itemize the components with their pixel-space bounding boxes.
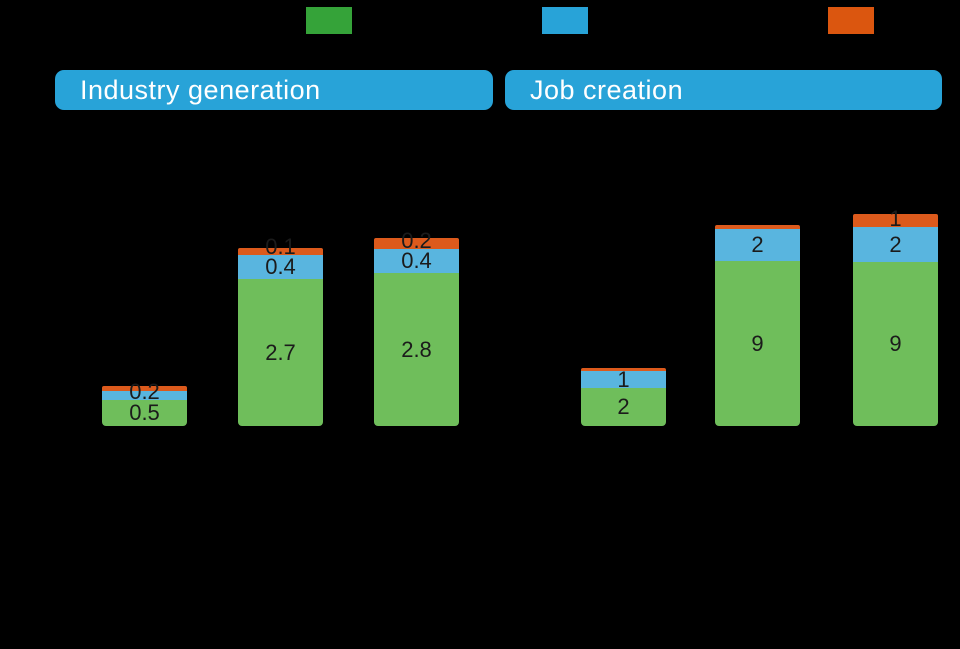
segment-green: 2.8	[374, 273, 459, 426]
panel-header-job-creation: Job creation	[505, 70, 942, 110]
segment-value-label: 0.4	[265, 254, 296, 279]
segment-value-label: 0.4	[401, 248, 432, 273]
segment-orange: 0.1	[238, 236, 323, 258]
segment-orange: 0.2	[374, 230, 459, 252]
segment-blue: 2	[853, 227, 938, 262]
panel-header-industry-generation: Industry generation	[55, 70, 493, 110]
segment-blue: 0.4	[238, 255, 323, 279]
segment-value-label: 9	[889, 331, 902, 356]
segment-value-label: 2.7	[265, 339, 296, 365]
segment-value-label: 2	[751, 232, 764, 257]
stacked-bar: 0.1 0.4 2.7	[238, 236, 323, 426]
segment-orange	[102, 386, 187, 391]
segment-value-label: 9	[751, 330, 764, 356]
segment-value-label: 2	[617, 394, 630, 419]
stacked-bar: 0.2 0.5	[102, 381, 187, 426]
segment-blue: 2	[715, 229, 800, 261]
segment-green: 0.5	[102, 400, 187, 426]
segment-blue: 0.2	[102, 381, 187, 403]
segment-orange: 1	[853, 208, 938, 230]
legend-orange-swatch-icon	[828, 7, 874, 34]
segment-green: 2	[581, 388, 666, 426]
segment-green: 9	[715, 261, 800, 426]
panel-title: Job creation	[530, 74, 684, 105]
legend-blue-swatch-icon	[542, 7, 588, 34]
segment-orange	[581, 368, 666, 371]
panel-title: Industry generation	[80, 74, 321, 105]
segment-value-label: 0.5	[129, 400, 160, 425]
segment-blue: 1	[581, 369, 666, 391]
segment-green: 9	[853, 262, 938, 426]
segment-green: 2.7	[238, 279, 323, 426]
segment-orange	[715, 225, 800, 229]
legend-green-swatch-icon	[306, 7, 352, 34]
segment-blue: 0.4	[374, 249, 459, 273]
stacked-bar: 0.2 0.4 2.8	[374, 230, 459, 426]
segment-value-label: 2	[889, 231, 902, 257]
segment-value-label: 2.8	[401, 336, 432, 362]
